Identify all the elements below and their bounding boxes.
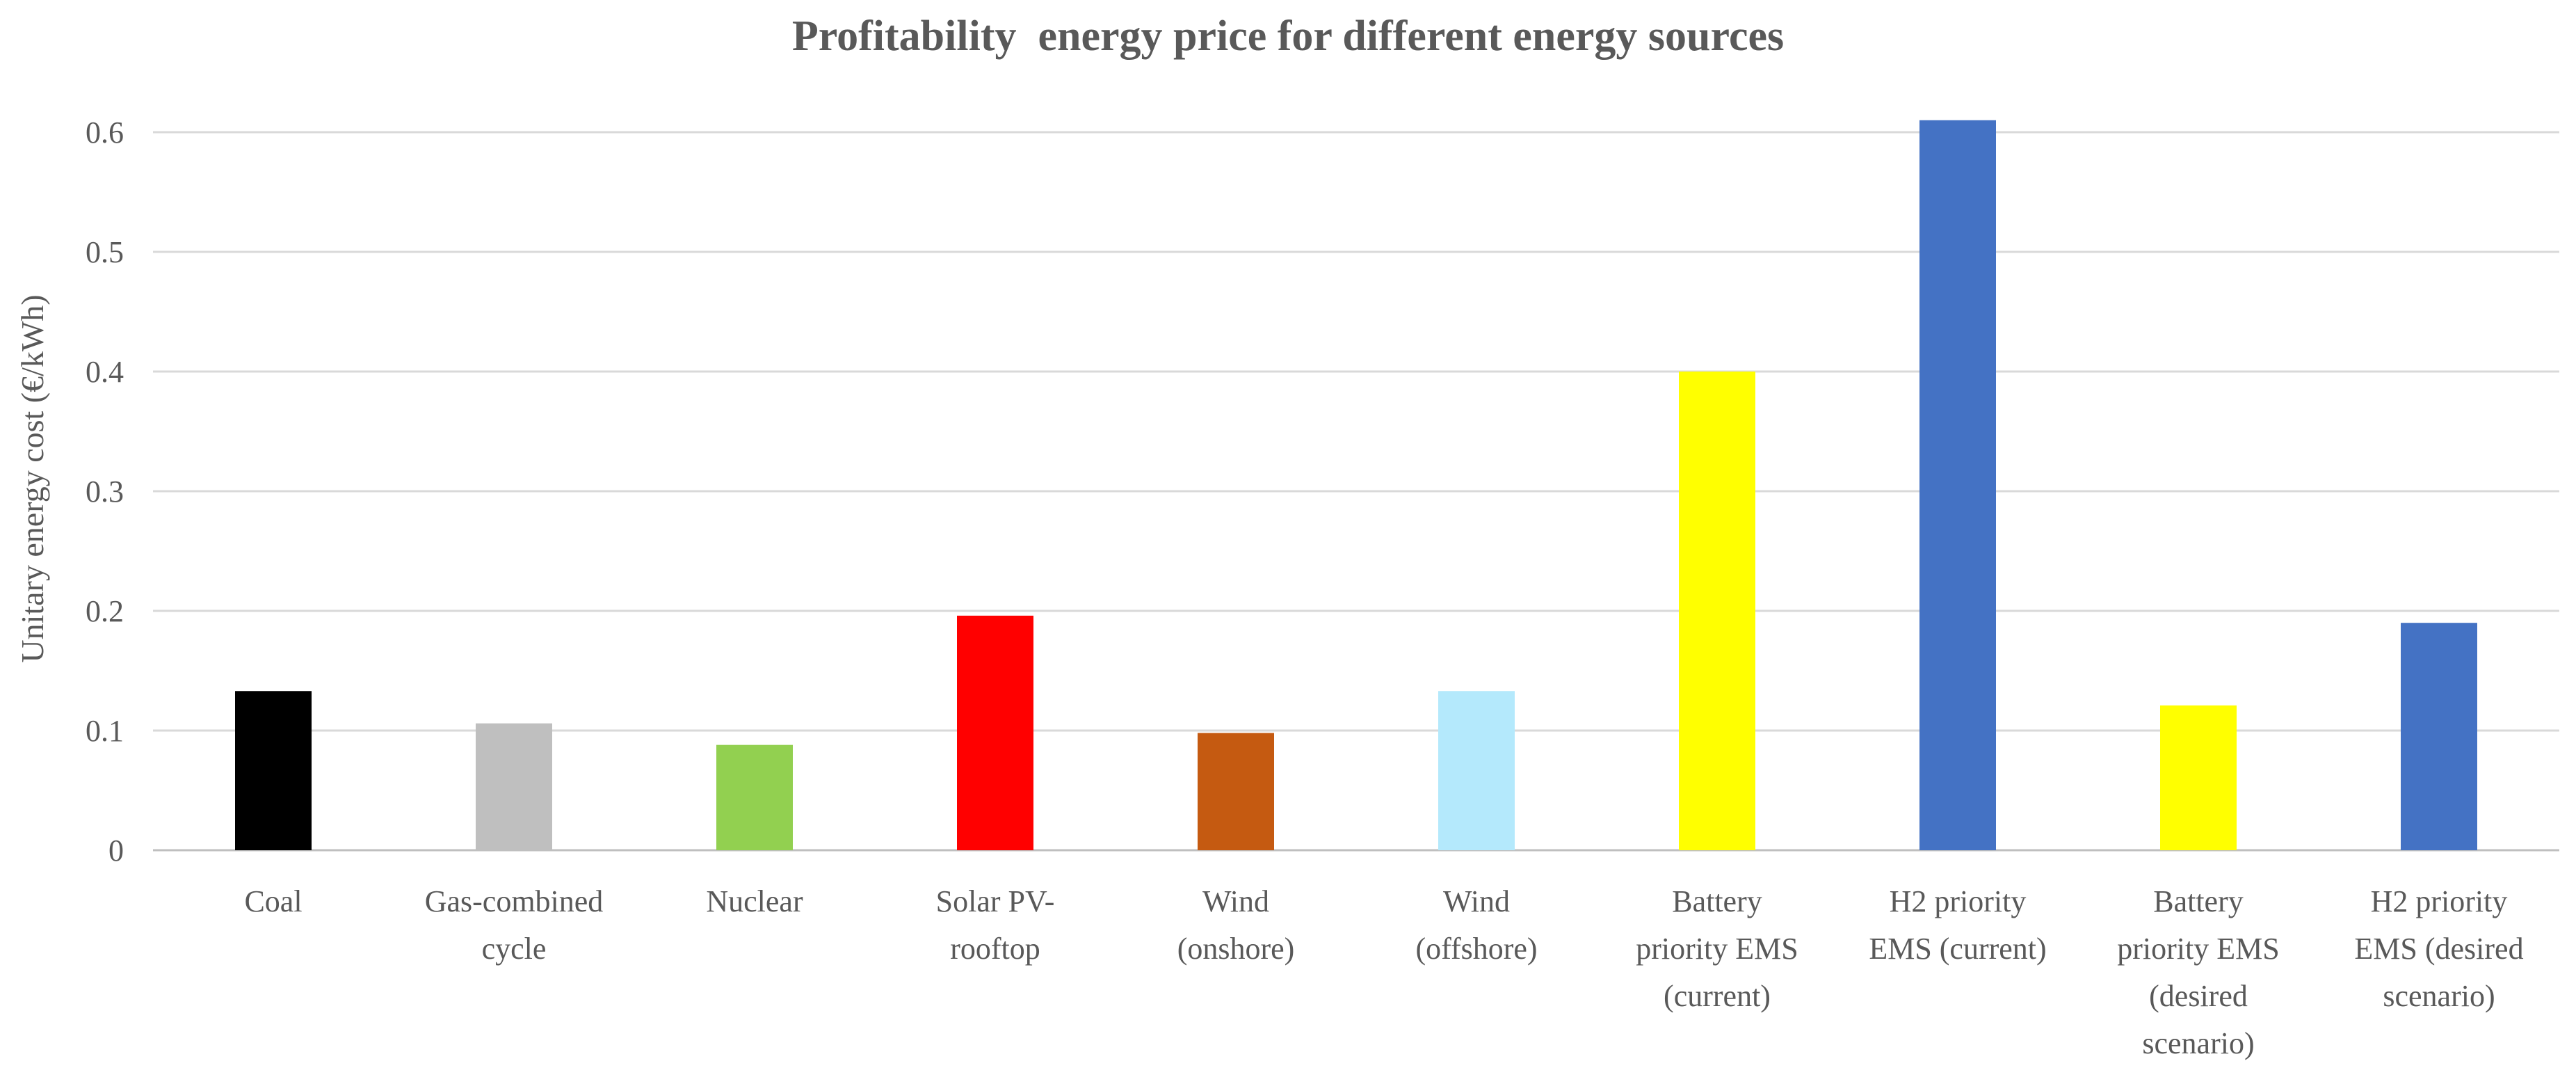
y-tick-label: 0.5 [86, 235, 124, 269]
bar [1919, 120, 1996, 850]
x-category-label: Gas-combined cycle [425, 884, 604, 966]
bar [716, 744, 793, 850]
bar [957, 615, 1033, 850]
bar [235, 691, 312, 850]
y-tick-label: 0 [108, 834, 124, 868]
gridlines [153, 131, 2559, 852]
x-category-label: Wind (onshore) [1177, 884, 1295, 966]
x-category-label: H2 priority EMS (current) [1869, 884, 2046, 966]
bar [2401, 623, 2477, 850]
x-category-label: Solar PV-rooftop [936, 884, 1055, 966]
x-category-label: H2 priority EMS (desired scenario) [2354, 884, 2523, 1013]
y-tick-label: 0.2 [86, 594, 124, 628]
bar [1198, 733, 1274, 850]
bar [1438, 691, 1515, 850]
bar [1679, 372, 1755, 850]
y-axis-ticks: 0 0.1 0.2 0.3 0.4 0.5 0.6 [86, 115, 124, 868]
y-tick-label: 0.4 [86, 355, 124, 389]
x-category-label: Nuclear [706, 884, 803, 918]
y-tick-label: 0.3 [86, 475, 124, 509]
y-tick-label: 0.1 [86, 714, 124, 748]
chart-title: Profitability energy price for different… [792, 13, 1784, 60]
bar [476, 723, 552, 850]
bar [2160, 705, 2237, 850]
x-category-label: Wind (offshore) [1415, 884, 1537, 966]
bars [235, 120, 2477, 850]
y-tick-label: 0.6 [86, 115, 124, 150]
x-category-label: Battery priority EMS (desired scenario) [2117, 884, 2279, 1060]
x-axis-labels: Coal Gas-combined cycle Nuclear Solar PV-roo… [244, 884, 2523, 1060]
x-category-label: Coal [244, 884, 302, 918]
x-category-label: Battery priority EMS (current) [1636, 884, 1798, 1013]
y-axis-title: Unitary energy cost (€/kWh) [15, 294, 50, 662]
